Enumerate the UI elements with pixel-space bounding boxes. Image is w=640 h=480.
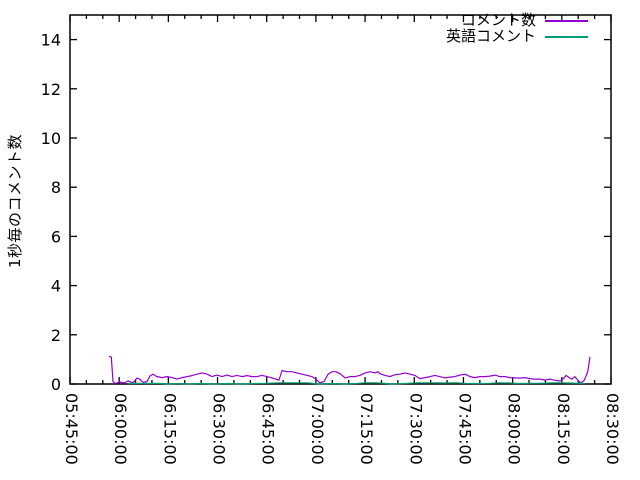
legend: コメント数 英語コメント <box>446 13 588 44</box>
y-tick-label: 0 <box>51 375 61 394</box>
y-tick-label: 12 <box>41 80 61 99</box>
x-tick-label: 07:15:00 <box>357 393 376 465</box>
series-line-comments <box>108 355 591 385</box>
legend-item-comments: コメント数 <box>446 13 588 28</box>
x-tick-label: 06:30:00 <box>210 393 229 465</box>
legend-line-sample-english-comments <box>545 35 588 38</box>
x-tick-label: 07:45:00 <box>455 393 474 465</box>
y-tick-label: 8 <box>51 178 61 197</box>
x-tick-label: 08:15:00 <box>554 393 573 465</box>
y-tick-label: 6 <box>51 227 61 246</box>
legend-label-english-comments: 英語コメント <box>445 27 536 45</box>
plot-border <box>69 14 612 385</box>
y-axis-title: 1秒毎のコメント数 <box>6 133 24 268</box>
x-tick-label: 06:15:00 <box>160 393 179 465</box>
x-tick-label: 07:00:00 <box>308 393 327 465</box>
x-tick-label: 08:00:00 <box>505 393 524 465</box>
x-tick-label: 06:00:00 <box>111 393 130 465</box>
x-tick-label: 06:45:00 <box>259 393 278 465</box>
y-tick-label: 14 <box>41 31 61 50</box>
series-line-english-comments <box>127 382 585 385</box>
y-tick-label: 4 <box>51 277 61 296</box>
legend-label-comments: コメント数 <box>460 11 536 29</box>
y-tick-label: 10 <box>41 129 61 148</box>
x-tick-label: 08:30:00 <box>603 393 622 465</box>
y-tick-label: 2 <box>51 326 61 345</box>
legend-item-english-comments: 英語コメント <box>446 29 588 44</box>
x-tick-label: 07:30:00 <box>406 393 425 465</box>
x-tick-label: 05:45:00 <box>62 393 81 465</box>
legend-line-sample-comments <box>545 19 588 22</box>
